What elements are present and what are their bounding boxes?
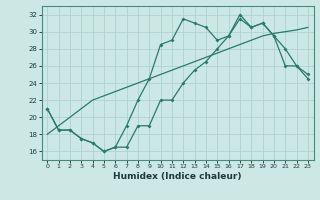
X-axis label: Humidex (Indice chaleur): Humidex (Indice chaleur) (113, 172, 242, 181)
